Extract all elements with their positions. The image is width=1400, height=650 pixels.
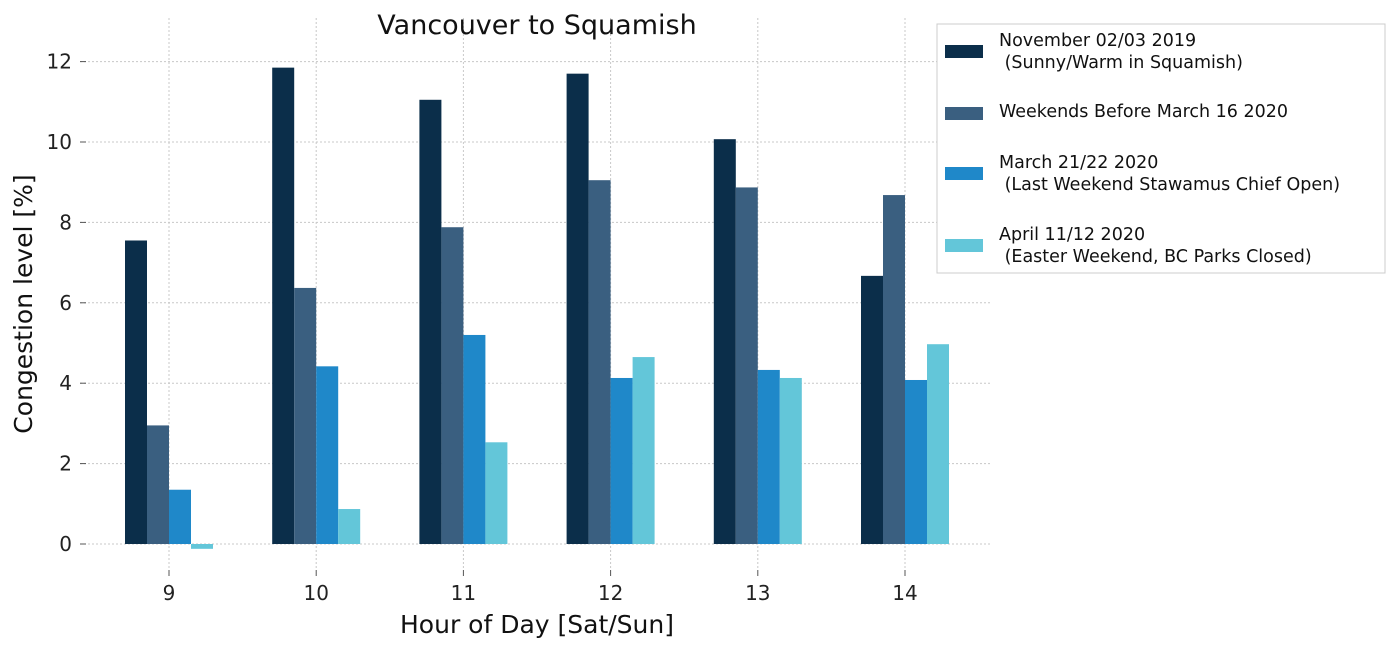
legend-box (936, 23, 1386, 274)
bar (169, 489, 191, 544)
bar (883, 195, 905, 544)
legend-label-line: April 11/12 2020 (999, 225, 1145, 245)
ticks-layer: 0 2 4 6 8 10 12 9 10 11 12 13 14 (47, 50, 918, 605)
x-tick-label: 14 (892, 581, 917, 605)
chart-title: Vancouver to Squamish (377, 10, 696, 41)
bar (338, 509, 361, 544)
bar (861, 275, 883, 544)
bar (566, 73, 589, 544)
y-tick-label: 6 (59, 291, 72, 315)
legend-label: March 21/22 2020 (Last Weekend Stawamus … (999, 153, 1340, 195)
x-tick-label: 11 (451, 581, 476, 605)
legend-label: April 11/12 2020 (Easter Weekend, BC Par… (999, 225, 1312, 267)
x-tick-label: 12 (598, 581, 623, 605)
bar (735, 187, 758, 544)
bar (905, 379, 927, 544)
x-tick-label: 9 (163, 581, 176, 605)
y-tick-label: 2 (59, 452, 72, 476)
y-tick-label: 12 (47, 50, 72, 74)
bar (294, 287, 317, 544)
bar (419, 99, 442, 544)
legend-label-line: Weekends Before March 16 2020 (999, 102, 1288, 122)
legend-label-line: (Sunny/Warm in Squamish) (999, 53, 1243, 73)
x-tick-label: 10 (303, 581, 328, 605)
bar (191, 544, 213, 549)
x-axis-label: Hour of Day [Sat/Sun] (400, 610, 674, 639)
grid-layer (80, 18, 990, 570)
legend-label-line: (Last Weekend Stawamus Chief Open) (999, 175, 1340, 195)
bar (272, 67, 295, 544)
legend-label-line: November 02/03 2019 (999, 31, 1196, 51)
bar (125, 240, 147, 545)
bar (610, 377, 633, 544)
legend-label: Weekends Before March 16 2020 (999, 102, 1288, 122)
x-tick-label: 13 (745, 581, 770, 605)
legend-swatch (945, 239, 983, 252)
legend-label: November 02/03 2019 (Sunny/Warm in Squam… (999, 31, 1243, 73)
legend-label-line: March 21/22 2020 (999, 153, 1158, 173)
y-tick-label: 10 (47, 130, 72, 154)
y-tick-label: 0 (59, 532, 72, 556)
bar (927, 344, 949, 544)
legend-swatch (945, 107, 983, 120)
bar (316, 366, 339, 544)
y-tick-label: 4 (59, 371, 72, 395)
bar (588, 180, 611, 544)
bar (147, 425, 169, 544)
legend: November 02/03 2019 (Sunny/Warm in Squam… (936, 23, 1386, 274)
bar (779, 377, 802, 544)
bar (441, 227, 464, 544)
bar (632, 357, 655, 544)
y-axis-label: Congestion level [%] (9, 174, 38, 433)
legend-swatch (945, 167, 983, 180)
legend-label-line: (Easter Weekend, BC Parks Closed) (999, 247, 1312, 267)
legend-swatch (945, 45, 983, 58)
bars-layer (125, 67, 949, 549)
y-tick-label: 8 (59, 210, 72, 234)
bar (485, 442, 508, 544)
bar (757, 369, 780, 544)
bar (713, 139, 736, 544)
bar (463, 334, 486, 544)
